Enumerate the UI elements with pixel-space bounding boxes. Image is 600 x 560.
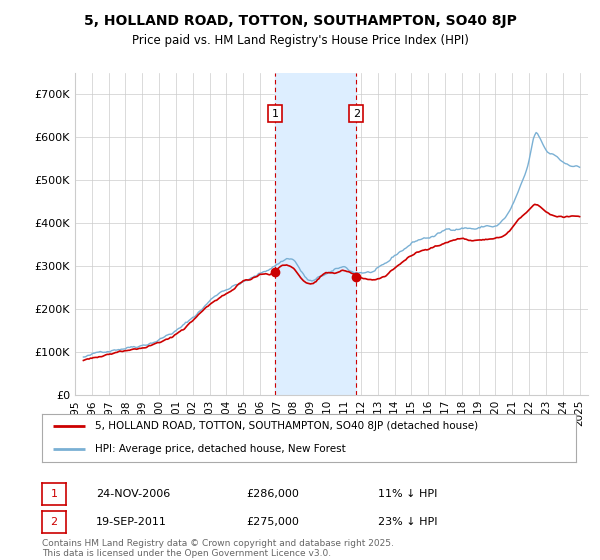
Text: 1: 1 (50, 489, 58, 499)
Text: 19-SEP-2011: 19-SEP-2011 (96, 517, 167, 527)
Text: 2: 2 (353, 109, 360, 119)
Text: Contains HM Land Registry data © Crown copyright and database right 2025.
This d: Contains HM Land Registry data © Crown c… (42, 539, 394, 558)
Text: HPI: Average price, detached house, New Forest: HPI: Average price, detached house, New … (95, 444, 346, 454)
Text: £275,000: £275,000 (246, 517, 299, 527)
Text: 1: 1 (272, 109, 278, 119)
Text: 24-NOV-2006: 24-NOV-2006 (96, 489, 170, 499)
Text: £286,000: £286,000 (246, 489, 299, 499)
Text: Price paid vs. HM Land Registry's House Price Index (HPI): Price paid vs. HM Land Registry's House … (131, 34, 469, 46)
Bar (275, 73, 356, 395)
Text: 5, HOLLAND ROAD, TOTTON, SOUTHAMPTON, SO40 8JP (detached house): 5, HOLLAND ROAD, TOTTON, SOUTHAMPTON, SO… (95, 421, 479, 431)
Text: 2: 2 (50, 517, 58, 527)
Text: 23% ↓ HPI: 23% ↓ HPI (378, 517, 437, 527)
Text: 5, HOLLAND ROAD, TOTTON, SOUTHAMPTON, SO40 8JP: 5, HOLLAND ROAD, TOTTON, SOUTHAMPTON, SO… (83, 14, 517, 28)
Text: 11% ↓ HPI: 11% ↓ HPI (378, 489, 437, 499)
